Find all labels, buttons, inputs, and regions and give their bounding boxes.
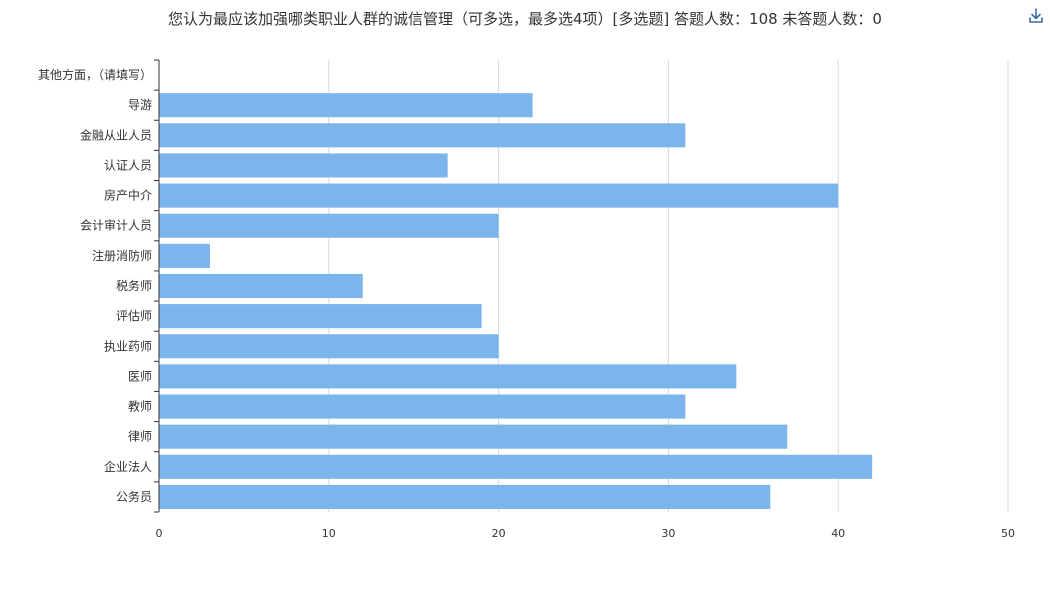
category-label: 认证人员: [104, 158, 152, 172]
category-label: 执业药师: [104, 339, 152, 353]
category-label: 医师: [128, 369, 152, 383]
bars: [159, 93, 873, 509]
bar[interactable]: [159, 484, 771, 509]
x-tick-label: 40: [831, 527, 845, 540]
x-tick-label: 50: [1001, 527, 1015, 540]
category-label: 公务员: [116, 489, 152, 504]
download-icon[interactable]: [1027, 7, 1045, 25]
x-tick-label: 0: [156, 527, 163, 540]
category-label: 导游: [128, 98, 152, 112]
category-label: 企业法人: [104, 459, 152, 474]
x-tick-label: 20: [492, 527, 506, 540]
category-label: 其他方面，（请填写）: [38, 67, 152, 82]
bar[interactable]: [159, 213, 499, 238]
bar[interactable]: [159, 394, 686, 419]
chart-title: 您认为最应该加强哪类职业人群的诚信管理（可多选，最多选4项）[多选题] 答题人数…: [168, 10, 882, 28]
category-label: 房产中介: [104, 188, 152, 203]
bar[interactable]: [159, 153, 448, 178]
category-label: 评估师: [116, 309, 152, 323]
bar[interactable]: [159, 123, 686, 148]
category-label: 律师: [128, 430, 152, 444]
x-tick-label: 30: [661, 527, 675, 540]
category-label: 教师: [128, 399, 152, 414]
category-label: 会计审计人员: [80, 218, 152, 233]
category-label: 金融从业人员: [80, 127, 152, 142]
category-label: 注册消防师: [92, 248, 152, 263]
bar[interactable]: [159, 304, 482, 329]
bar[interactable]: [159, 93, 533, 118]
axes: 0 10 20 30 40 50 其他方面，（请填写） 导游金融从业人员认证人员房产中介会计审…: [38, 59, 1015, 540]
bar[interactable]: [159, 364, 737, 389]
bar[interactable]: [159, 454, 873, 479]
bar[interactable]: [159, 183, 839, 208]
category-label: 税务师: [116, 278, 152, 293]
bar[interactable]: [159, 424, 788, 449]
bar[interactable]: [159, 334, 499, 359]
bar[interactable]: [159, 273, 363, 299]
bar[interactable]: [159, 243, 210, 268]
x-tick-label: 10: [322, 527, 336, 540]
